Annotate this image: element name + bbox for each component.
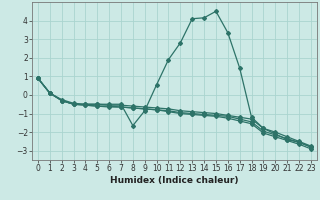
X-axis label: Humidex (Indice chaleur): Humidex (Indice chaleur) (110, 176, 239, 185)
